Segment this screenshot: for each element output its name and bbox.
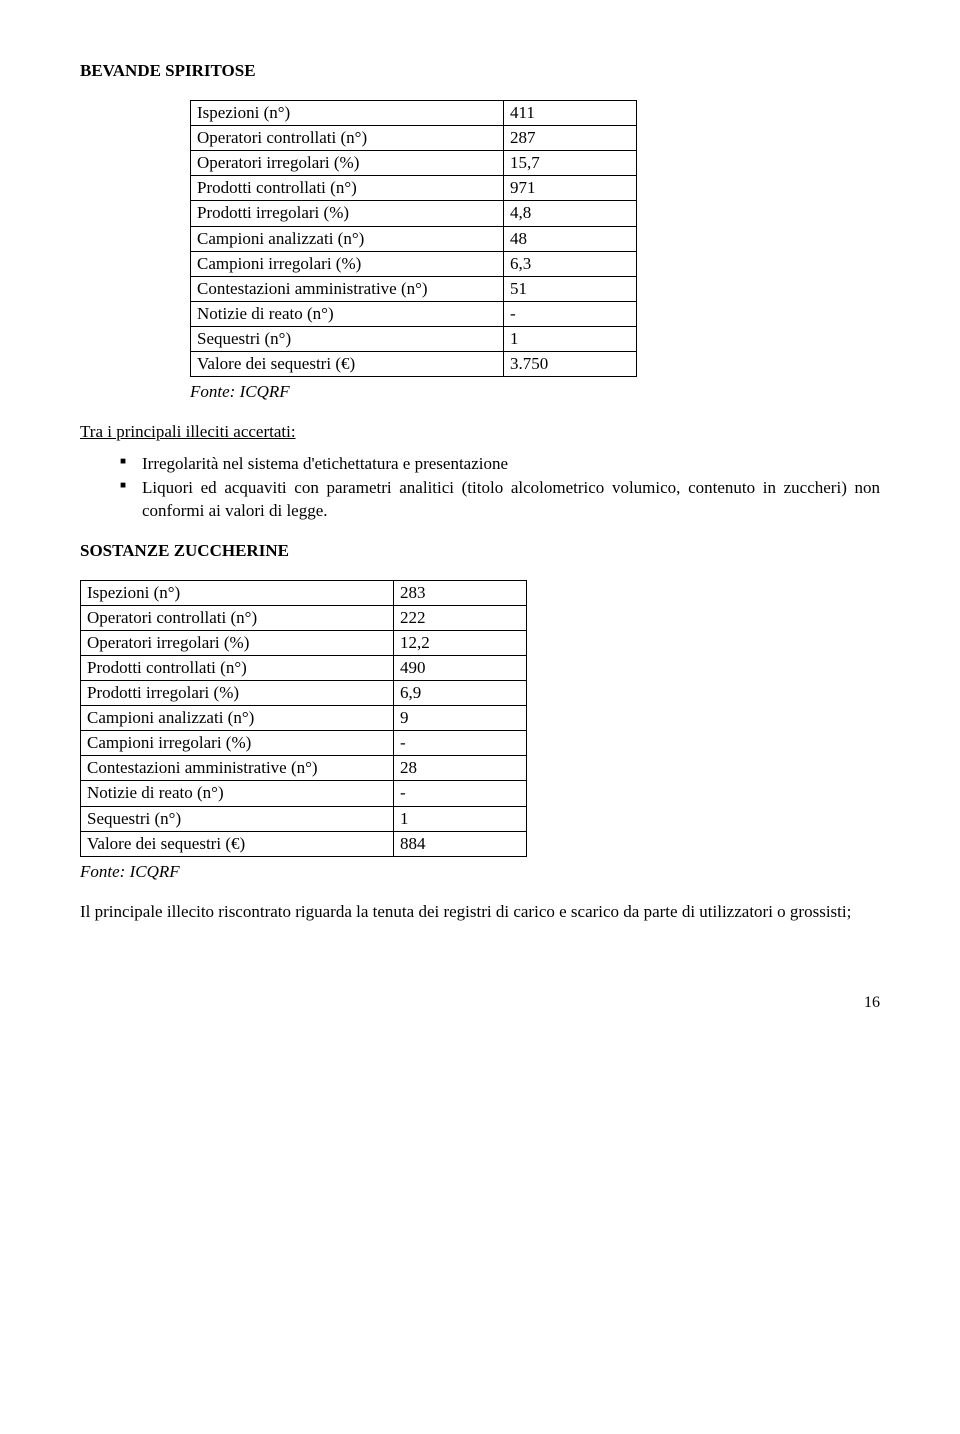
section2-title: SOSTANZE ZUCCHERINE: [80, 540, 880, 562]
table-row: Campioni analizzati (n°)48: [191, 226, 637, 251]
row-label: Prodotti controllati (n°): [81, 655, 394, 680]
row-value: -: [394, 731, 527, 756]
section1-title: BEVANDE SPIRITOSE: [80, 60, 880, 82]
table-row: Sequestri (n°)1: [191, 326, 637, 351]
row-value: 1: [504, 326, 637, 351]
row-label: Sequestri (n°): [81, 806, 394, 831]
table-row: Operatori irregolari (%)15,7: [191, 151, 637, 176]
row-label: Valore dei sequestri (€): [81, 831, 394, 856]
row-value: 3.750: [504, 352, 637, 377]
row-value: 48: [504, 226, 637, 251]
row-value: -: [394, 781, 527, 806]
row-label: Contestazioni amministrative (n°): [81, 756, 394, 781]
row-label: Prodotti controllati (n°): [191, 176, 504, 201]
closing-paragraph: Il principale illecito riscontrato rigua…: [80, 901, 880, 923]
page-number: 16: [80, 993, 880, 1014]
table-row: Sequestri (n°)1: [81, 806, 527, 831]
section1-source: Fonte: ICQRF: [190, 381, 880, 403]
table-row: Operatori controllati (n°)222: [81, 605, 527, 630]
row-label: Prodotti irregolari (%): [81, 681, 394, 706]
row-value: 884: [394, 831, 527, 856]
table-row: Ispezioni (n°)411: [191, 101, 637, 126]
table-row: Campioni analizzati (n°)9: [81, 706, 527, 731]
table-row: Contestazioni amministrative (n°)28: [81, 756, 527, 781]
table-row: Operatori irregolari (%)12,2: [81, 630, 527, 655]
table-row: Contestazioni amministrative (n°)51: [191, 276, 637, 301]
section2-source: Fonte: ICQRF: [80, 861, 880, 883]
row-label: Prodotti irregolari (%): [191, 201, 504, 226]
row-label: Contestazioni amministrative (n°): [191, 276, 504, 301]
row-value: 6,9: [394, 681, 527, 706]
row-value: 287: [504, 126, 637, 151]
table-row: Notizie di reato (n°)-: [81, 781, 527, 806]
row-label: Operatori controllati (n°): [191, 126, 504, 151]
row-value: 283: [394, 580, 527, 605]
row-value: 6,3: [504, 251, 637, 276]
row-value: 490: [394, 655, 527, 680]
table-row: Valore dei sequestri (€)884: [81, 831, 527, 856]
row-label: Campioni analizzati (n°): [81, 706, 394, 731]
row-value: 4,8: [504, 201, 637, 226]
row-value: 222: [394, 605, 527, 630]
table-row: Prodotti controllati (n°)490: [81, 655, 527, 680]
table-row: Valore dei sequestri (€)3.750: [191, 352, 637, 377]
row-label: Operatori irregolari (%): [191, 151, 504, 176]
table-row: Ispezioni (n°)283: [81, 580, 527, 605]
row-value: 411: [504, 101, 637, 126]
section1-table: Ispezioni (n°)411Operatori controllati (…: [190, 100, 637, 377]
row-label: Ispezioni (n°): [191, 101, 504, 126]
row-value: 971: [504, 176, 637, 201]
row-value: 28: [394, 756, 527, 781]
row-value: -: [504, 301, 637, 326]
list-item: Irregolarità nel sistema d'etichettatura…: [120, 453, 880, 475]
row-label: Ispezioni (n°): [81, 580, 394, 605]
row-label: Notizie di reato (n°): [81, 781, 394, 806]
row-label: Valore dei sequestri (€): [191, 352, 504, 377]
row-label: Campioni analizzati (n°): [191, 226, 504, 251]
row-value: 12,2: [394, 630, 527, 655]
row-value: 15,7: [504, 151, 637, 176]
table-row: Prodotti irregolari (%)4,8: [191, 201, 637, 226]
section2-table: Ispezioni (n°)283Operatori controllati (…: [80, 580, 527, 857]
table-row: Campioni irregolari (%)-: [81, 731, 527, 756]
row-value: 9: [394, 706, 527, 731]
list-item: Liquori ed acquaviti con parametri anali…: [120, 477, 880, 521]
row-label: Notizie di reato (n°): [191, 301, 504, 326]
table-row: Prodotti controllati (n°)971: [191, 176, 637, 201]
row-label: Operatori controllati (n°): [81, 605, 394, 630]
accertati-heading: Tra i principali illeciti accertati:: [80, 421, 880, 443]
row-value: 51: [504, 276, 637, 301]
row-label: Sequestri (n°): [191, 326, 504, 351]
table-row: Notizie di reato (n°)-: [191, 301, 637, 326]
row-label: Campioni irregolari (%): [191, 251, 504, 276]
row-label: Campioni irregolari (%): [81, 731, 394, 756]
row-value: 1: [394, 806, 527, 831]
table-row: Operatori controllati (n°)287: [191, 126, 637, 151]
table-row: Prodotti irregolari (%)6,9: [81, 681, 527, 706]
section1-bullets: Irregolarità nel sistema d'etichettatura…: [80, 453, 880, 521]
row-label: Operatori irregolari (%): [81, 630, 394, 655]
table-row: Campioni irregolari (%)6,3: [191, 251, 637, 276]
